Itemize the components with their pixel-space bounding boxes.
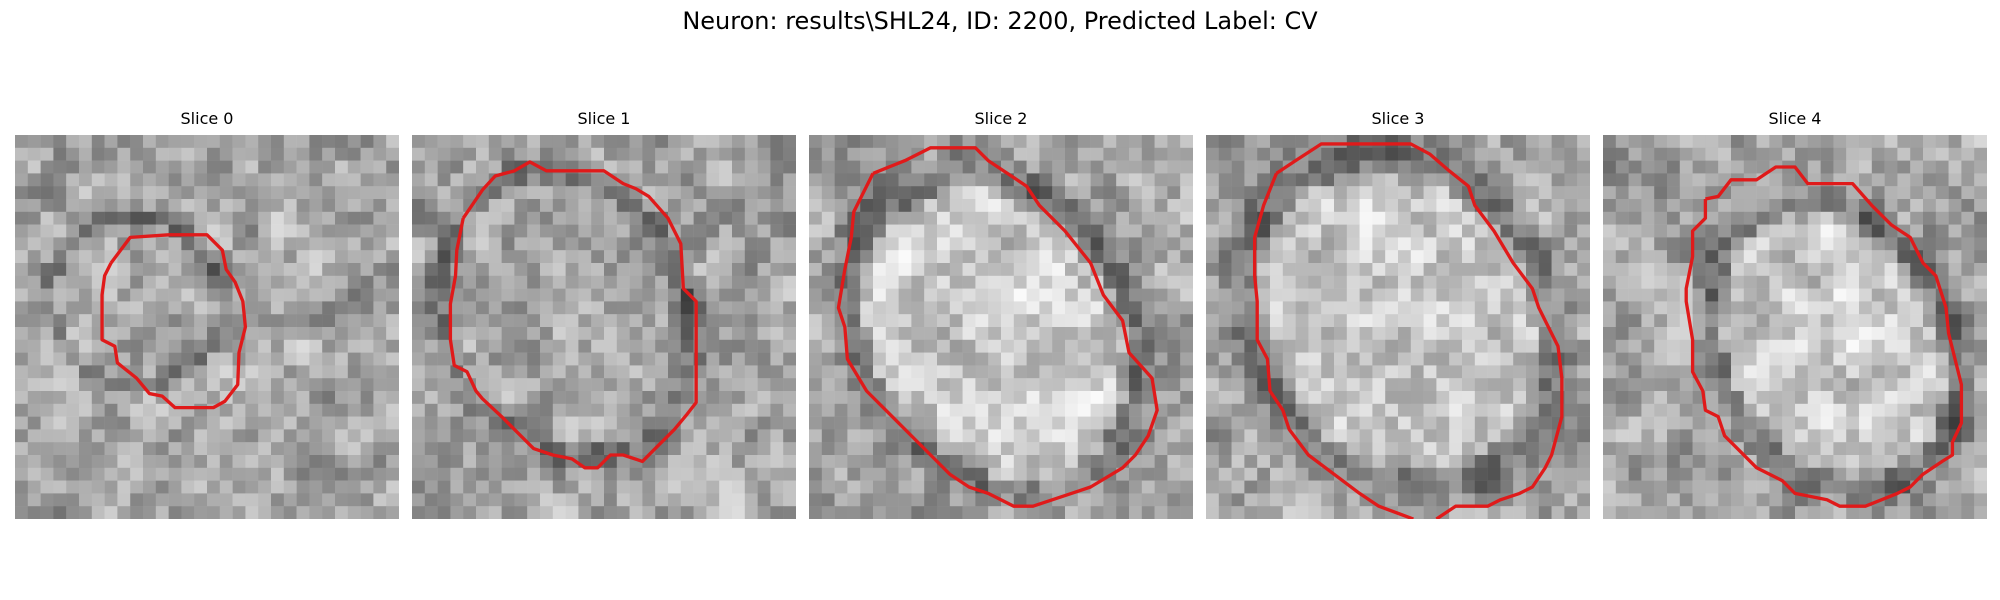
segmentation-contour <box>1684 165 1964 508</box>
slice-panel-4: Slice 4 <box>1603 108 1987 522</box>
grayscale-pixels <box>809 135 1193 519</box>
slice-title: Slice 2 <box>974 109 1028 128</box>
segmentation-contour <box>836 146 1159 508</box>
slice-panel-1: Slice 1 <box>412 108 796 522</box>
slice-panel-2: Slice 2 <box>809 108 1193 522</box>
slice-image <box>1206 135 1590 519</box>
grayscale-pixels <box>1206 135 1590 519</box>
segmentation-contour <box>1275 142 1564 519</box>
slice-image <box>1603 135 1987 519</box>
figure-title: Neuron: results\SHL24, ID: 2200, Predict… <box>682 7 1318 35</box>
grayscale-pixels <box>1603 135 1987 519</box>
slice-image <box>412 135 796 519</box>
slice-image <box>809 135 1193 519</box>
segmentation-contour <box>100 233 248 410</box>
slice-image <box>15 135 399 519</box>
slice-title: Slice 1 <box>577 109 631 128</box>
slice-panel-0: Slice 0 <box>15 108 399 522</box>
slice-title: Slice 4 <box>1768 109 1822 128</box>
grayscale-pixels <box>412 135 796 519</box>
grayscale-pixels <box>15 135 399 519</box>
segmentation-contour <box>448 160 698 470</box>
segmentation-contour <box>1252 172 1414 519</box>
slice-title: Slice 0 <box>180 109 234 128</box>
slice-title: Slice 3 <box>1371 109 1425 128</box>
slice-panel-3: Slice 3 <box>1206 108 1590 522</box>
